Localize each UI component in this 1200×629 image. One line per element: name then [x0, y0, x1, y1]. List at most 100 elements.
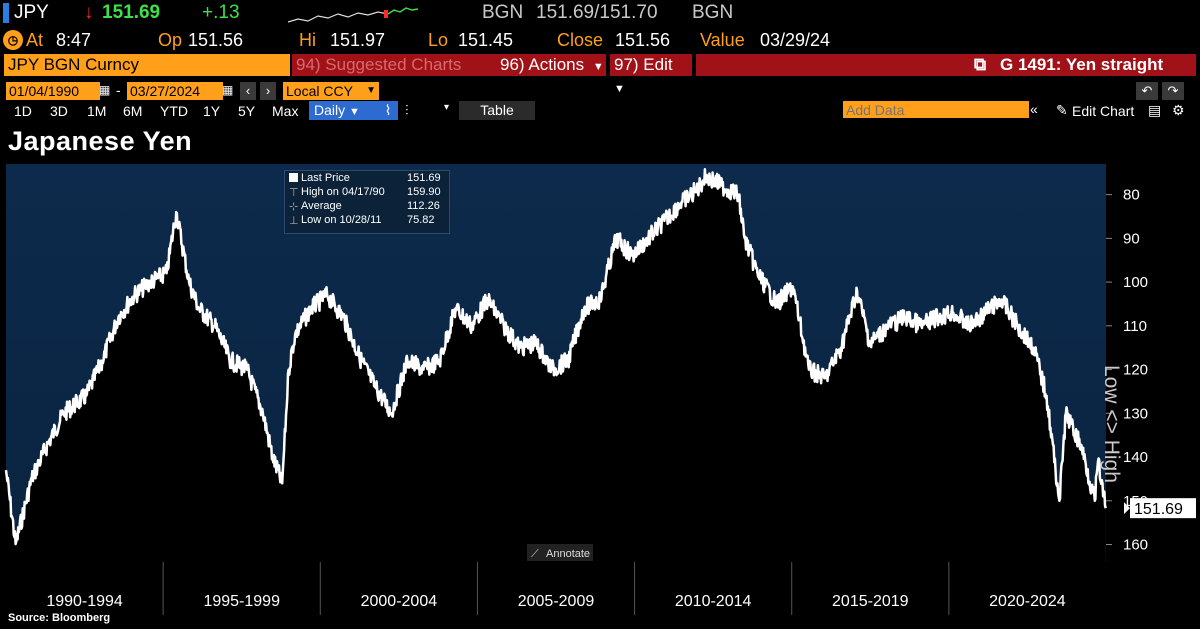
- pencil-icon: ⟋: [531, 548, 539, 560]
- legend-low-label: Low on 10/28/11: [301, 214, 382, 226]
- open: 151.56: [188, 30, 244, 50]
- range-6m[interactable]: 6M: [123, 103, 143, 119]
- x-category-label: 2005-2009: [518, 593, 595, 610]
- suggested-charts-button[interactable]: 94) Suggested Charts: [292, 54, 496, 76]
- down-arrow-icon: ↓: [84, 2, 94, 23]
- range-1m[interactable]: 1M: [87, 103, 107, 119]
- low-label: Lo: [428, 30, 449, 50]
- average-marker-icon: ⊹: [289, 201, 299, 213]
- period-select[interactable]: Daily ▼: [309, 101, 378, 120]
- last-price-tag: 151.69: [1124, 498, 1196, 519]
- high-label: Hi: [299, 30, 316, 50]
- quote-header: JPY ↓ 151.69 +.13 BGN 151.69/151.70 BGN: [0, 0, 1200, 28]
- high: 151.97: [330, 30, 386, 50]
- range-5y[interactable]: 5Y: [238, 103, 256, 119]
- y-tick-label: 130: [1123, 405, 1148, 422]
- gear-icon[interactable]: ⚙: [1172, 102, 1185, 118]
- legend-last-label: Last Price: [301, 172, 350, 184]
- period-value: Daily: [314, 102, 346, 118]
- graph-name: G 1491: Yen straight: [1000, 55, 1164, 74]
- legend[interactable]: Last Price 151.69 ⊤ High on 04/17/90 159…: [284, 170, 450, 234]
- y-tick-label: 160: [1123, 537, 1148, 554]
- source: BGN: [482, 2, 524, 23]
- start-date-input[interactable]: 01/04/1990: [6, 82, 100, 100]
- x-axis: 1990-1994 1995-1999 2000-2004 2005-2009 2010…: [46, 562, 1066, 615]
- edit-label: 97) Edit: [614, 55, 673, 74]
- add-data-input[interactable]: [843, 101, 1029, 118]
- range-1y[interactable]: 1Y: [203, 103, 221, 119]
- currency-value: Local CCY: [286, 83, 353, 99]
- range-max[interactable]: Max: [272, 103, 299, 119]
- ticker-marker: [3, 3, 9, 23]
- external-link-icon: ⧉: [974, 55, 987, 74]
- open-label: Op: [158, 30, 183, 50]
- y-tick-label: 100: [1123, 274, 1148, 291]
- below-line-fill: [6, 169, 1106, 563]
- chevron-down-icon[interactable]: ▾: [444, 102, 450, 113]
- next-arrow-icon[interactable]: ›: [260, 82, 276, 100]
- annotate-label: Annotate: [546, 548, 590, 560]
- y-tick-label: 110: [1123, 318, 1147, 335]
- line-chart-icon[interactable]: ⌇: [378, 101, 398, 120]
- prev-arrow-icon[interactable]: ‹: [240, 82, 256, 100]
- bid-ask: 151.69/151.70: [536, 2, 658, 23]
- at-label: At: [26, 30, 44, 50]
- currency-select[interactable]: Local CCY ▼: [283, 82, 379, 100]
- chart-settings-icon[interactable]: ▤: [1148, 102, 1162, 118]
- range-3d[interactable]: 3D: [50, 103, 68, 119]
- table-button[interactable]: Table: [459, 101, 535, 120]
- x-category-label: 2015-2019: [832, 593, 909, 610]
- legend-average-label: Average: [301, 200, 342, 212]
- edit-chart-button[interactable]: Edit Chart: [1072, 103, 1135, 119]
- quote-details: ◷ At 8:47 Op 151.56 Hi 151.97 Lo 151.45 …: [0, 28, 1200, 52]
- y-tick-label: 120: [1123, 362, 1148, 379]
- annotate-button[interactable]: ⟋ Annotate: [527, 544, 593, 561]
- last-price: 151.69: [102, 2, 161, 23]
- legend-last-value: 151.69: [407, 172, 441, 184]
- x-category-label: 1995-1999: [203, 593, 280, 610]
- price-chart: 8090100110120130140150160 1990-19941995-…: [4, 164, 1196, 615]
- redo-icon[interactable]: ↷: [1162, 82, 1184, 100]
- end-date-input[interactable]: 03/27/2024: [127, 82, 223, 100]
- value-date: 03/29/24: [760, 30, 831, 50]
- collapse-icon[interactable]: «: [1030, 101, 1038, 117]
- calendar-icon[interactable]: ▦: [99, 83, 111, 97]
- source-2: BGN: [692, 2, 734, 23]
- x-category-label: 1990-1994: [46, 593, 123, 610]
- time: 8:47: [56, 30, 92, 50]
- undo-icon[interactable]: ↶: [1136, 82, 1158, 100]
- last-price-tag-text: 151.69: [1134, 501, 1183, 518]
- date-separator: -: [116, 82, 121, 98]
- source-footer: Source: Bloomberg: [8, 612, 111, 624]
- chevron-down-icon: ▼: [592, 61, 604, 73]
- edit-menu[interactable]: 97) Edit ▼: [610, 54, 692, 95]
- chart-title: Japanese Yen: [8, 126, 193, 156]
- range-bar: 1D 3D 1M 6M YTD 1Y 5Y Max Daily ▼ ⌇ ⫶ ▾ …: [0, 100, 1200, 122]
- graph-name-bar[interactable]: ⧉ G 1491: Yen straight: [696, 54, 1196, 76]
- range-1d[interactable]: 1D: [14, 103, 32, 119]
- low: 151.45: [458, 30, 514, 50]
- x-category-label: 2020-2024: [989, 593, 1066, 610]
- legend-average-value: 112.26: [407, 200, 440, 212]
- security-field[interactable]: JPY BGN Curncy: [4, 54, 290, 76]
- y-tick-label: 90: [1123, 230, 1140, 247]
- y-tick-label: 80: [1123, 187, 1140, 204]
- high-marker-icon: ⊤: [289, 187, 299, 199]
- clock-icon: ◷: [3, 30, 23, 50]
- pencil-icon: ✎: [1056, 102, 1068, 118]
- legend-low-value: 75.82: [407, 214, 435, 226]
- low-marker-icon: ⊥: [289, 215, 299, 227]
- chevron-down-icon: ▼: [349, 106, 360, 118]
- range-ytd[interactable]: YTD: [160, 103, 188, 119]
- calendar-icon[interactable]: ▦: [222, 83, 234, 97]
- bar-chart-icon[interactable]: ⫶: [405, 102, 409, 118]
- actions-label: 96) Actions: [500, 55, 585, 74]
- y-axis-label: Low <> High: [1100, 365, 1123, 483]
- function-toolbar: JPY BGN Curncy 94) Suggested Charts 96) …: [0, 54, 1200, 95]
- ticker[interactable]: JPY: [14, 2, 49, 23]
- price-line[interactable]: [4, 168, 1107, 546]
- x-category-label: 2010-2014: [675, 593, 752, 610]
- sparkline: [288, 7, 418, 23]
- actions-menu[interactable]: 96) Actions ▼: [496, 54, 606, 76]
- close-label: Close: [557, 30, 604, 50]
